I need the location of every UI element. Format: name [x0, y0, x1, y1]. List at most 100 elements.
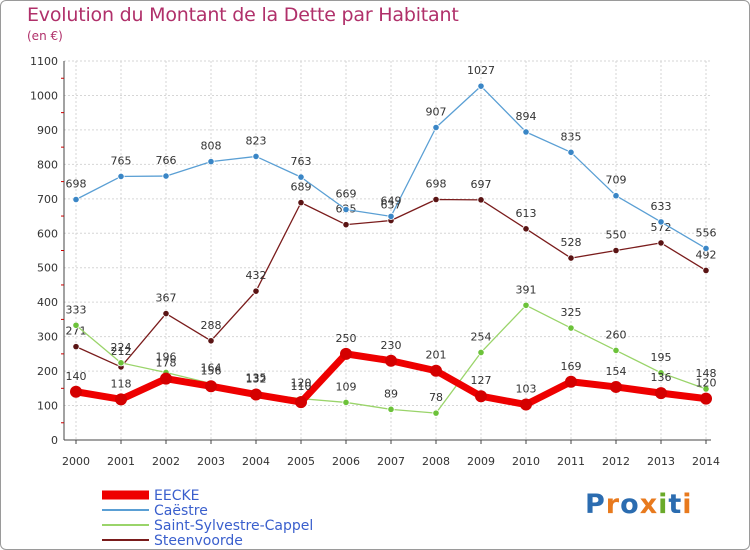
data-label: 271: [66, 325, 87, 338]
data-point: [72, 343, 80, 351]
y-tick-label: 100: [37, 400, 58, 413]
data-point: [340, 347, 352, 360]
data-label: 709: [606, 174, 627, 187]
chart-unit: (en €): [27, 29, 63, 43]
data-label: 230: [381, 339, 402, 352]
data-label: 135: [246, 371, 267, 384]
data-label: 633: [651, 200, 672, 213]
x-tick-label: 2009: [467, 455, 495, 468]
data-label: 333: [66, 303, 87, 316]
data-label: 89: [384, 387, 398, 400]
series-saint-sylvestre-cappel: 333 224 196 164 135 120 109 89 78 254 391 325 260 195…: [66, 283, 717, 417]
data-label: 154: [606, 365, 627, 378]
data-label: 288: [201, 319, 222, 332]
data-label: 669: [336, 187, 357, 200]
data-point: [432, 195, 440, 204]
proxiti-logo: Proxiti: [585, 489, 693, 520]
y-tick-label: 1100: [30, 55, 58, 68]
data-label: 156: [201, 364, 222, 377]
legend-label: Steenvoorde: [154, 533, 243, 549]
data-label: 556: [696, 226, 717, 239]
legend-label: EECKE: [154, 488, 200, 504]
data-point: [612, 246, 620, 255]
data-point: [432, 123, 440, 132]
data-label: 136: [651, 371, 672, 384]
data-point: [342, 221, 350, 229]
y-tick-label: 400: [37, 296, 58, 309]
data-point: [700, 392, 712, 405]
legend-label: Caëstre: [154, 503, 208, 519]
data-point: [430, 364, 442, 377]
data-label: 649: [381, 194, 402, 207]
y-tick-label: 500: [37, 262, 58, 275]
data-point: [477, 196, 485, 204]
data-label: 260: [606, 328, 627, 341]
x-tick-label: 2004: [242, 455, 270, 468]
legend-label: Saint-Sylvestre-Cappel: [154, 518, 313, 534]
data-point: [385, 354, 397, 367]
data-label: 765: [111, 154, 132, 167]
x-tick-label: 2006: [332, 455, 360, 468]
data-point: [160, 372, 172, 385]
data-point: [342, 398, 350, 407]
y-tick-label: 600: [37, 227, 58, 240]
data-label: 103: [516, 383, 537, 396]
series-eecke: 140 118 178 156 132 110 250 230 201 127 103 169 154 1…: [66, 332, 717, 411]
data-label: 169: [561, 360, 582, 373]
data-point: [702, 266, 710, 275]
data-point: [567, 148, 575, 156]
data-point: [117, 172, 125, 181]
data-point: [117, 359, 125, 367]
data-label: 120: [696, 377, 717, 390]
data-point: [657, 369, 665, 377]
data-label: 254: [471, 330, 492, 343]
data-label: 808: [201, 140, 222, 153]
data-point: [297, 199, 305, 207]
data-label: 140: [66, 370, 87, 383]
data-point: [250, 388, 262, 401]
data-label: 110: [291, 380, 312, 393]
y-tick-label: 700: [37, 193, 58, 206]
data-point: [520, 398, 532, 411]
data-label: 835: [561, 130, 582, 143]
data-label: 367: [156, 292, 177, 305]
data-label: 120: [291, 377, 312, 390]
data-label: 894: [516, 110, 537, 123]
axes: 2000 2001 2002 2003 2004 2005 2006 2007 2008 2009…: [61, 61, 720, 468]
data-label: 178: [156, 357, 177, 370]
x-tick-label: 2012: [602, 455, 630, 468]
data-label: 132: [246, 373, 267, 386]
data-label: 698: [66, 178, 87, 191]
data-point: [162, 172, 170, 180]
data-point: [567, 254, 575, 262]
data-label: 127: [471, 374, 492, 387]
data-label: 201: [426, 349, 447, 362]
data-point: [207, 337, 215, 345]
data-label: 250: [336, 332, 357, 345]
x-tick-label: 2003: [197, 455, 225, 468]
legend: EECKECaëstreSaint-Sylvestre-CappelSteenv…: [102, 488, 313, 549]
data-point: [657, 218, 665, 226]
data-point: [610, 380, 622, 393]
data-label: 164: [201, 361, 222, 374]
data-label: 109: [336, 380, 357, 393]
data-label: 697: [471, 178, 492, 191]
data-point: [657, 239, 665, 247]
data-point: [702, 385, 710, 393]
data-point: [72, 321, 80, 329]
data-label: 689: [291, 181, 312, 194]
data-point: [252, 152, 260, 161]
data-point: [432, 409, 440, 417]
y-tick-label: 1000: [30, 89, 58, 102]
x-tick-label: 2013: [647, 455, 675, 468]
data-label: 212: [111, 345, 132, 358]
data-label: 1027: [467, 64, 495, 77]
data-label: 550: [606, 229, 627, 242]
y-tick-label: 900: [37, 124, 58, 137]
data-point: [342, 205, 350, 214]
data-label: 613: [516, 207, 537, 220]
data-label: 148: [696, 367, 717, 380]
x-tick-label: 2011: [557, 455, 585, 468]
